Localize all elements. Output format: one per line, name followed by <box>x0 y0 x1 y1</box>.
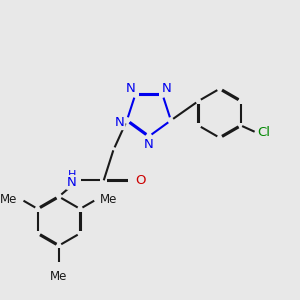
Text: O: O <box>135 174 146 187</box>
Text: H: H <box>68 170 76 180</box>
Text: Me: Me <box>0 193 18 206</box>
Text: Cl: Cl <box>257 126 271 139</box>
Text: N: N <box>115 116 124 129</box>
Text: Me: Me <box>50 270 68 284</box>
Text: N: N <box>67 176 77 189</box>
Text: N: N <box>144 137 154 151</box>
Text: N: N <box>162 82 172 95</box>
Text: Me: Me <box>100 193 118 206</box>
Text: N: N <box>126 82 136 95</box>
